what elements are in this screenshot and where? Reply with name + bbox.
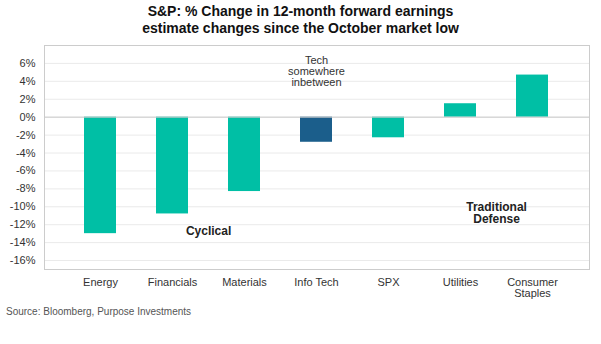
svg-text:2%: 2% [20,93,36,105]
html-text:S&P: % Change in 12-month forw: S&P: % Change in 12-month forward earnin… [147,3,454,19]
svg-text:Cyclical: Cyclical [186,224,231,238]
svg-text:-16%: -16% [10,254,36,266]
svg-text:-14%: -14% [10,236,36,248]
svg-text:Info Tech: Info Tech [294,276,338,288]
svg-text:4%: 4% [20,75,36,87]
svg-text:-2%: -2% [16,129,36,141]
svg-text:Financials: Financials [148,276,198,288]
svg-text:Energy: Energy [83,276,118,288]
svg-text:Materials: Materials [222,276,267,288]
svg-text:-4%: -4% [16,147,36,159]
svg-text:SPX: SPX [377,276,400,288]
svg-text:0%: 0% [20,111,36,123]
svg-text:-10%: -10% [10,200,36,212]
svg-text:ConsumerStaples: ConsumerStaples [507,276,558,299]
svg-text:-8%: -8% [16,182,36,194]
html-text:estimate changes since the Oct: estimate changes since the October marke… [142,20,459,36]
svg-text:-6%: -6% [16,164,36,176]
svg-text:6%: 6% [20,57,36,69]
svg-text:-12%: -12% [10,218,36,230]
html-text:Source: Bloomberg, Purpose Inv: Source: Bloomberg, Purpose Investments [6,306,192,317]
svg-text:TraditionalDefense: TraditionalDefense [466,200,527,226]
svg-text:Techsomewhereinbetween: Techsomewhereinbetween [288,54,345,88]
svg-text:Utilities: Utilities [443,276,479,288]
